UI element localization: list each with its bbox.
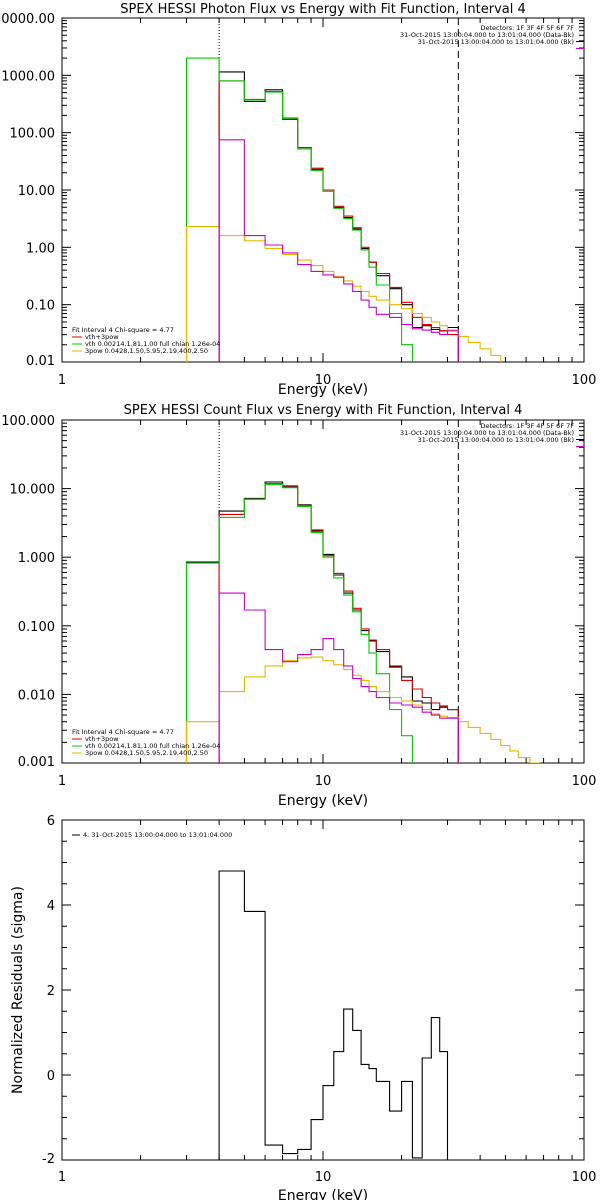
series-line-0 [218, 870, 459, 1160]
chart-title: SPEX HESSI Photon Flux vs Energy with Fi… [120, 2, 526, 17]
series-line-0 [185, 481, 459, 763]
y-tick-label: 100.00 [10, 127, 56, 142]
series-line-1 [218, 483, 459, 763]
x-axis-label: Energy (keV) [278, 1188, 368, 1200]
y-tick-label: 1.000 [18, 551, 55, 566]
y-tick-label: 10.000 [10, 483, 56, 498]
header-line: Detectors: 1F 3F 4F 5F 6F 7F [480, 24, 574, 32]
series-line-2 [185, 483, 413, 763]
legend-label: vth+3pow [85, 333, 119, 341]
residuals-panel: 1 10 100 6 4 2 0 -2 Energy (keV) Normalized Resid… [10, 814, 596, 1200]
y-axis-label: Normalized Residuals (sigma) [10, 886, 26, 1094]
plot-frame [61, 419, 585, 764]
x-axis-label: Energy (keV) [278, 793, 368, 809]
y-tick-label: 100.000 [1, 414, 55, 429]
series-line-1 [218, 80, 459, 362]
header-line: 31-Oct-2015 13:00:04.000 to 13:01:04.000… [418, 38, 574, 46]
y-tick-label: 1000.00 [1, 69, 55, 84]
series-line-4 [218, 592, 459, 763]
x-tick-label: 1 [58, 373, 66, 388]
x-tick-label: 100 [572, 373, 597, 388]
y-tick-label: 0.001 [18, 755, 55, 770]
series-line-3 [185, 656, 541, 763]
chart-title: SPEX HESSI Count Flux vs Energy with Fit… [124, 403, 523, 418]
x-tick-label: 10 [315, 1170, 332, 1185]
x-tick-label: 100 [572, 1170, 597, 1185]
y-tick-label: 6 [47, 814, 55, 829]
x-tick-label: 100 [572, 774, 597, 789]
photon-flux-panel: SPEX HESSI Photon Flux vs Energy with Fi… [0, 2, 596, 398]
legend-label: vth+3pow [85, 735, 119, 743]
y-tick-label: 10.00 [18, 184, 55, 199]
legend-label: vth 0.00214,1.81,1.00 full chian 1.26e-0… [85, 742, 220, 750]
series-line-4 [218, 139, 459, 362]
legend-title: Fit Interval 4 Chi-square = 4.77 [72, 728, 174, 736]
x-tick-label: 1 [58, 774, 66, 789]
legend-label: 3pow 0.0428,1.50,5.95,2.19,400,2.50 [85, 749, 208, 757]
y-tick-label: 2 [47, 984, 55, 999]
legend-label: 4. 31-Oct-2015 13:00:04.000 to 13:01:04.… [83, 831, 232, 839]
x-tick-label: 10 [315, 373, 332, 388]
y-tick-label: 0.100 [18, 620, 55, 635]
series-line-2 [185, 57, 413, 362]
y-tick-label: 0.010 [18, 688, 55, 703]
y-tick-label: 0 [47, 1069, 55, 1084]
y-tick-label: 0.01 [26, 354, 55, 369]
legend-title: Fit Interval 4 Chi-square = 4.77 [72, 326, 174, 334]
count-flux-panel: SPEX HESSI Count Flux vs Energy with Fit… [1, 403, 596, 809]
x-axis-label: Energy (keV) [278, 382, 368, 398]
header-line: Detectors: 1F 3F 4F 5F 6F 7F [480, 422, 574, 430]
y-tick-label: 0.10 [26, 299, 55, 314]
series-line-3 [185, 226, 502, 362]
header-line: 31-Oct-2015 13:00:04.000 to 13:01:04.000… [400, 31, 574, 39]
legend-label: vth 0.00214,1.81,1.00 full chian 1.26e-0… [85, 340, 220, 348]
x-tick-label: 1 [58, 1170, 66, 1185]
y-tick-label: 4 [47, 899, 55, 914]
header-line: 31-Oct-2015 13:00:04.000 to 13:01:04.000… [418, 436, 574, 444]
header-line: 31-Oct-2015 13:00:04.000 to 13:01:04.000… [400, 429, 574, 437]
legend-label: 3pow 0.0428,1.50,5.95,2.19,400,2.50 [85, 347, 208, 355]
x-tick-label: 10 [315, 774, 332, 789]
y-tick-label: -2 [42, 1152, 55, 1167]
y-tick-label: 1.00 [26, 241, 55, 256]
